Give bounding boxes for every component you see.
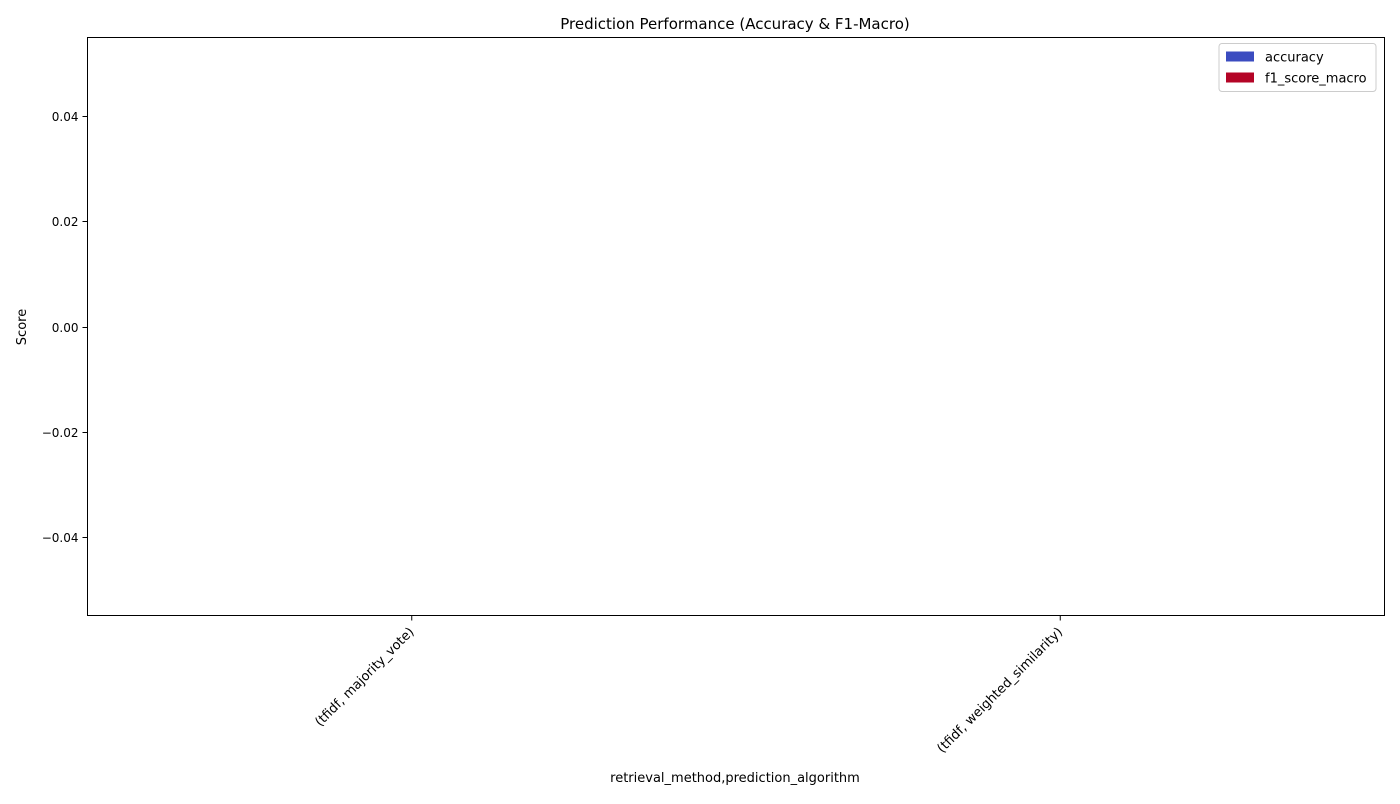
chart-title: Prediction Performance (Accuracy & F1-Ma…	[560, 15, 910, 33]
y-tick-label: 0.02	[52, 215, 79, 229]
legend-swatch-f1_score_macro	[1226, 72, 1254, 83]
x-tick-label: (tfidf, majority_vote)	[312, 625, 417, 730]
x-axis-ticks: (tfidf, majority_vote) (tfidf, weighted_s…	[312, 615, 1066, 757]
legend-label-f1_score_macro: f1_score_macro	[1265, 72, 1367, 87]
y-tick-label: 0.00	[52, 321, 79, 335]
legend: accuracy f1_score_macro	[1218, 43, 1377, 92]
y-axis-ticks: −0.04 −0.02 0.00 0.02 0.04	[42, 110, 88, 545]
legend-box	[1218, 43, 1377, 92]
y-tick-label: 0.04	[52, 110, 79, 124]
legend-label-accuracy: accuracy	[1265, 51, 1324, 66]
x-tick-label: (tfidf, weighted_similarity)	[934, 625, 1066, 757]
y-tick-label: −0.04	[42, 531, 79, 545]
plot-area-frame	[87, 37, 1385, 616]
y-tick-label: −0.02	[42, 426, 79, 440]
y-axis-label: Score	[15, 309, 30, 345]
legend-swatch-accuracy	[1226, 51, 1254, 62]
x-axis-label: retrieval_method,prediction_algorithm	[610, 771, 860, 786]
